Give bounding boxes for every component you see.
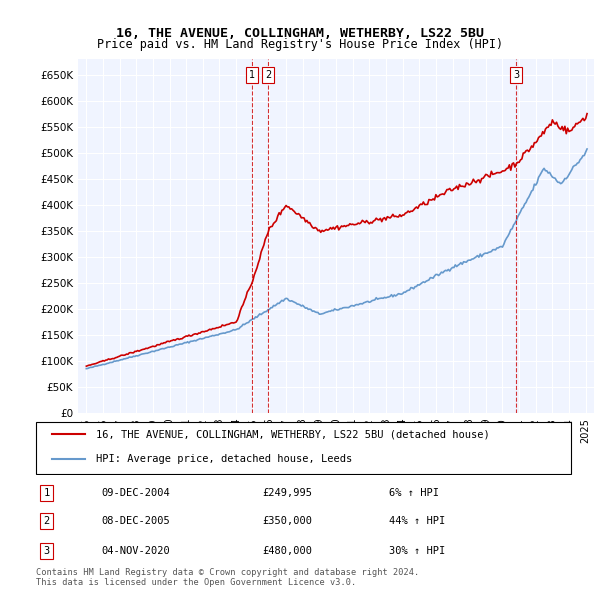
- Text: 08-DEC-2005: 08-DEC-2005: [102, 516, 170, 526]
- Text: 3: 3: [514, 70, 520, 80]
- Text: Contains HM Land Registry data © Crown copyright and database right 2024.: Contains HM Land Registry data © Crown c…: [36, 568, 419, 577]
- Text: £249,995: £249,995: [262, 489, 312, 498]
- Text: 6% ↑ HPI: 6% ↑ HPI: [389, 489, 439, 498]
- Text: 04-NOV-2020: 04-NOV-2020: [102, 546, 170, 556]
- Text: Price paid vs. HM Land Registry's House Price Index (HPI): Price paid vs. HM Land Registry's House …: [97, 38, 503, 51]
- Text: 09-DEC-2004: 09-DEC-2004: [102, 489, 170, 498]
- Text: 44% ↑ HPI: 44% ↑ HPI: [389, 516, 445, 526]
- Text: This data is licensed under the Open Government Licence v3.0.: This data is licensed under the Open Gov…: [36, 578, 356, 587]
- Text: 30% ↑ HPI: 30% ↑ HPI: [389, 546, 445, 556]
- Text: 3: 3: [43, 546, 50, 556]
- Text: £480,000: £480,000: [262, 546, 312, 556]
- Text: 1: 1: [43, 489, 50, 498]
- FancyBboxPatch shape: [35, 422, 571, 474]
- Text: 1: 1: [249, 70, 255, 80]
- Text: 16, THE AVENUE, COLLINGHAM, WETHERBY, LS22 5BU: 16, THE AVENUE, COLLINGHAM, WETHERBY, LS…: [116, 27, 484, 40]
- Text: HPI: Average price, detached house, Leeds: HPI: Average price, detached house, Leed…: [96, 454, 352, 464]
- Text: £350,000: £350,000: [262, 516, 312, 526]
- Text: 2: 2: [265, 70, 272, 80]
- Text: 16, THE AVENUE, COLLINGHAM, WETHERBY, LS22 5BU (detached house): 16, THE AVENUE, COLLINGHAM, WETHERBY, LS…: [96, 429, 490, 439]
- Text: 2: 2: [43, 516, 50, 526]
